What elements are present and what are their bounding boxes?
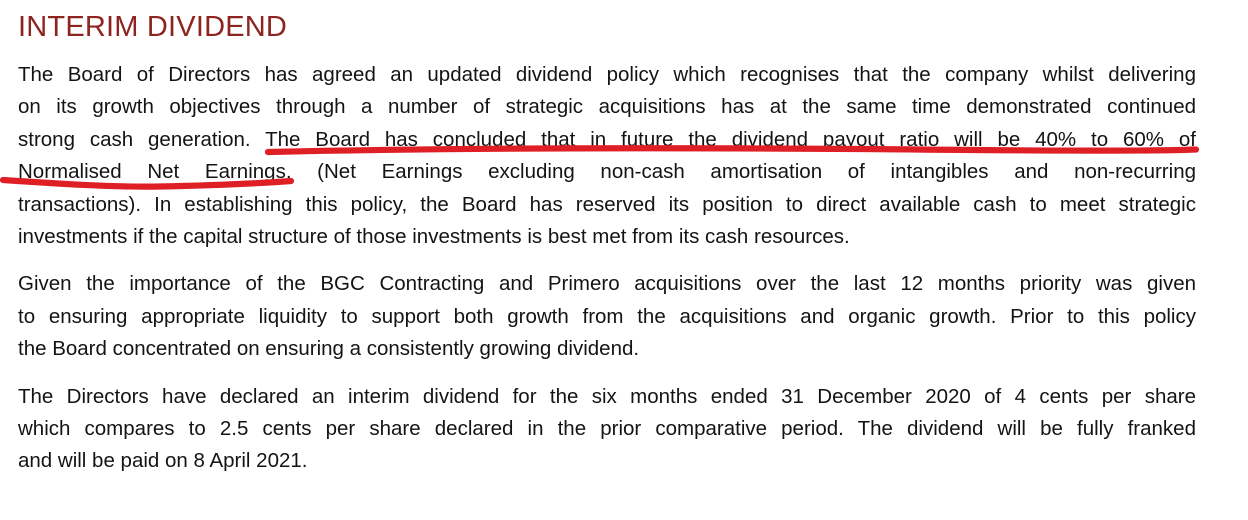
paragraph-line: The Board of Directors has agreed an upd… bbox=[18, 63, 1196, 86]
paragraph-line: transactions). In establishing this poli… bbox=[18, 192, 1196, 216]
paragraph-line: the Board concentrated on ensuring a con… bbox=[18, 337, 640, 361]
paragraph-line-underlined: strong cash generation. The Board has co… bbox=[18, 127, 1196, 151]
paragraph-line-underlined: Normalised Net Earnings, (Net Earnings e… bbox=[18, 160, 1196, 184]
paragraph-line: and will be paid on 8 April 2021. bbox=[18, 449, 308, 473]
paragraph-line: Given the importance of the BGC Contract… bbox=[18, 272, 1196, 296]
paragraph-line: investments if the capital structure of … bbox=[18, 224, 850, 248]
paragraph-line: on its growth objectives through a numbe… bbox=[18, 95, 1196, 119]
paragraph-line: which compares to 2.5 cents per share de… bbox=[18, 416, 1196, 440]
paragraph-dividend-policy: The Board of Directors has agreed an upd… bbox=[18, 59, 1196, 253]
section-heading: INTERIM DIVIDEND bbox=[18, 11, 288, 43]
document-content: INTERIM DIVIDEND The Board of Directors … bbox=[18, 11, 1196, 478]
paragraph-line: to ensuring appropriate liquidity to sup… bbox=[18, 304, 1196, 328]
paragraph-declared-dividend: The Directors have declared an interim d… bbox=[18, 381, 1196, 478]
paragraph-acquisitions-liquidity: Given the importance of the BGC Contract… bbox=[18, 268, 1196, 365]
paragraph-line: The Directors have declared an interim d… bbox=[18, 384, 1196, 408]
